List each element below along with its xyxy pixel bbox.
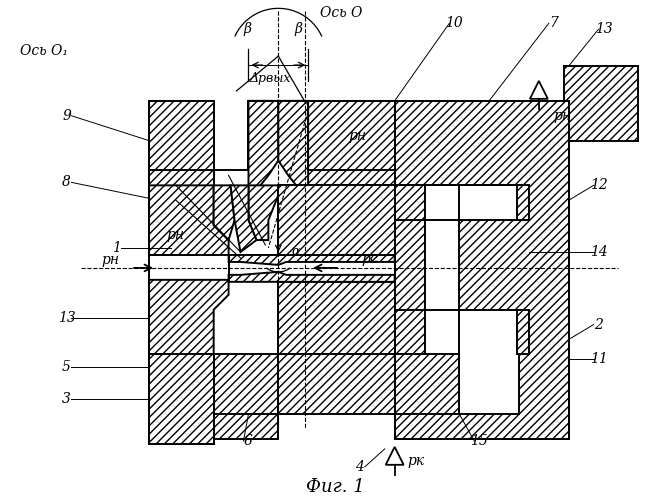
- Text: pн: pн: [167, 228, 185, 242]
- Polygon shape: [530, 81, 548, 99]
- Polygon shape: [278, 101, 308, 190]
- Text: 9: 9: [62, 109, 71, 122]
- Bar: [278, 186, 395, 255]
- Text: 8: 8: [62, 176, 71, 190]
- Polygon shape: [149, 280, 228, 354]
- Text: 2: 2: [594, 318, 603, 332]
- Polygon shape: [228, 255, 395, 265]
- Text: pк: pк: [407, 454, 425, 468]
- Bar: [395, 101, 569, 186]
- Text: 11: 11: [590, 352, 608, 366]
- Polygon shape: [395, 101, 569, 439]
- Text: 15: 15: [470, 434, 488, 448]
- Text: 3: 3: [62, 392, 71, 406]
- Bar: [395, 354, 460, 414]
- Polygon shape: [249, 186, 278, 240]
- Polygon shape: [149, 186, 228, 255]
- Polygon shape: [386, 447, 403, 465]
- Text: 5: 5: [62, 360, 71, 374]
- Bar: [214, 414, 278, 439]
- Bar: [563, 66, 639, 140]
- Text: 7: 7: [549, 16, 558, 30]
- Text: β: β: [243, 22, 251, 36]
- Bar: [305, 101, 549, 186]
- Text: pн: pн: [101, 253, 119, 267]
- Text: β: β: [294, 22, 302, 36]
- Polygon shape: [228, 272, 395, 282]
- Bar: [278, 354, 395, 414]
- Polygon shape: [517, 310, 529, 354]
- Text: Ось O: Ось O: [320, 6, 362, 20]
- Text: pс: pс: [362, 252, 379, 266]
- Polygon shape: [249, 101, 278, 190]
- Bar: [149, 170, 214, 255]
- Text: 6: 6: [244, 434, 253, 448]
- Bar: [214, 354, 298, 414]
- Bar: [149, 101, 214, 170]
- Polygon shape: [278, 282, 395, 354]
- Polygon shape: [214, 186, 234, 240]
- Text: Ось O₁: Ось O₁: [19, 44, 68, 58]
- Text: Δpвых: Δpвых: [250, 72, 291, 86]
- Text: 14: 14: [590, 245, 608, 259]
- Text: pн: pн: [349, 128, 367, 142]
- Polygon shape: [230, 186, 257, 252]
- Text: pн: pн: [554, 109, 572, 122]
- Text: 13: 13: [58, 310, 76, 324]
- Bar: [395, 186, 425, 439]
- Text: 12: 12: [590, 178, 608, 192]
- Text: 1: 1: [112, 241, 121, 255]
- Text: 4: 4: [355, 460, 364, 474]
- Text: 10: 10: [446, 16, 463, 30]
- Text: 13: 13: [595, 22, 612, 36]
- Polygon shape: [517, 186, 529, 220]
- Text: α: α: [291, 246, 299, 258]
- Text: Фиг. 1: Фиг. 1: [306, 478, 364, 496]
- Bar: [149, 354, 214, 444]
